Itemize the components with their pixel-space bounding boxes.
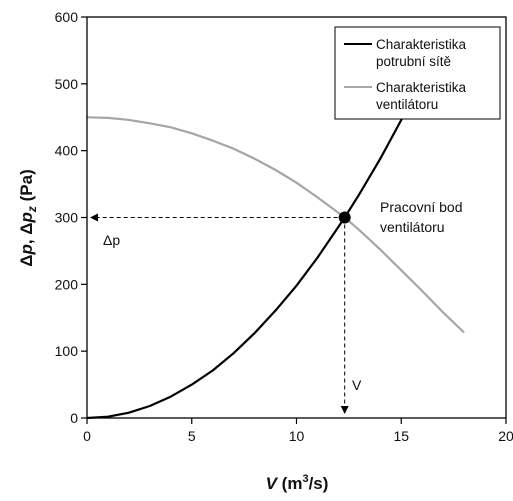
x-tick-label: 15 xyxy=(393,428,409,444)
x-tick-label: 10 xyxy=(289,428,305,444)
arrow-left-icon xyxy=(90,213,98,222)
x-tick-labels: 0 5 10 15 20 xyxy=(83,428,513,444)
operating-point-guides xyxy=(90,211,351,414)
v-annotation: V xyxy=(352,377,362,393)
legend-label-fan-line-1: Charakteristika xyxy=(376,80,467,95)
operating-point-marker xyxy=(338,211,351,224)
axis-ticks xyxy=(81,16,507,424)
arrow-down-icon xyxy=(340,406,349,414)
legend: Charakteristika potrubní sítě Charakteri… xyxy=(334,26,501,120)
x-tick-label: 20 xyxy=(498,428,513,444)
y-tick-label: 0 xyxy=(70,410,78,426)
plot-frame xyxy=(86,16,507,419)
operating-point-label-line-2: ventilátoru xyxy=(380,219,445,235)
y-tick-label: 500 xyxy=(55,76,79,92)
x-tick-label: 0 xyxy=(83,428,91,444)
y-axis-title: Δp, Δpz (Pa) xyxy=(17,169,39,267)
legend-label-network-line-2: potrubní sítě xyxy=(376,54,451,69)
series-layer xyxy=(86,38,465,420)
x-tick-label: 5 xyxy=(188,428,196,444)
y-tick-label: 200 xyxy=(55,276,79,292)
operating-point-label-line-1: Pracovní bod xyxy=(380,199,463,215)
y-tick-label: 100 xyxy=(55,343,79,359)
series-line-network xyxy=(86,38,443,420)
y-tick-label: 300 xyxy=(55,210,79,226)
legend-label-fan-line-2: ventilátoru xyxy=(376,97,438,112)
y-tick-labels: 0 100 200 300 400 500 600 xyxy=(55,9,79,426)
delta-p-annotation: Δp xyxy=(103,232,120,248)
series-line-fan xyxy=(86,116,465,334)
y-tick-label: 400 xyxy=(55,143,79,159)
legend-box xyxy=(334,26,501,120)
y-tick-label: 600 xyxy=(55,9,79,25)
x-axis-title: V (m3/s) xyxy=(266,473,329,493)
legend-label-network-line-1: Charakteristika xyxy=(376,37,467,52)
